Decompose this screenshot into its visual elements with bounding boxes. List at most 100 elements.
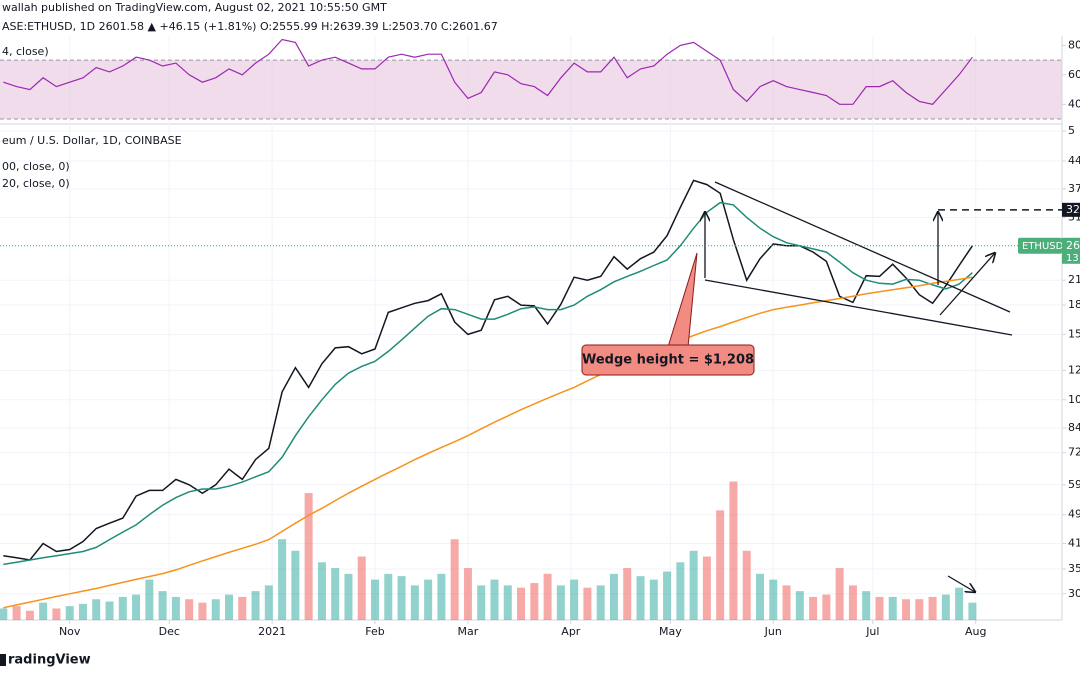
volume-bar [105, 601, 114, 620]
x-tick-label: Dec [159, 625, 180, 638]
volume-bar [25, 610, 34, 620]
target-tag [1062, 202, 1080, 217]
volume-bar [410, 585, 419, 620]
volume-bar [782, 585, 791, 620]
price-tag: 26 [1066, 239, 1080, 252]
volume-bar [915, 599, 924, 620]
volume-bar [185, 599, 194, 620]
volume-bar [317, 562, 326, 620]
volume-bar [729, 481, 738, 620]
x-tick-label: Nov [59, 625, 81, 638]
volume-arrow [947, 575, 975, 592]
volume-bar [198, 602, 207, 620]
x-tick-label: 2021 [258, 625, 286, 638]
volume-bar [955, 587, 964, 620]
y-tick-label: 21 [1068, 273, 1080, 286]
volume-bar [145, 579, 154, 620]
volume-bar [583, 587, 592, 620]
volume-bar [596, 585, 605, 620]
volume-bar [888, 596, 897, 620]
brand: radingView [8, 653, 91, 668]
y-tick-label: 60 [1068, 68, 1080, 81]
volume-bar [384, 573, 393, 620]
volume-bar [278, 539, 287, 620]
countdown: 13 [1066, 253, 1079, 264]
y-tick-label: 10 [1068, 393, 1080, 406]
logo [0, 654, 6, 666]
volume-bar [12, 606, 21, 620]
volume-bar [397, 576, 406, 620]
volume-bar [702, 556, 711, 620]
volume-bar [530, 583, 539, 620]
volume-bar [251, 591, 260, 620]
volume-bar [795, 591, 804, 620]
series-line [3, 179, 974, 561]
volume-bar [39, 602, 48, 620]
price-pane [3, 179, 974, 609]
volume-bar [848, 585, 857, 620]
volume-bar [211, 599, 220, 620]
volume-bar [118, 596, 127, 620]
wedge-upper [714, 181, 1011, 313]
volume-bar [623, 568, 632, 620]
x-tick-label: Aug [965, 625, 986, 638]
volume-bar [543, 573, 552, 620]
volume-bar [52, 608, 61, 620]
symbol-tag-bg [1018, 237, 1062, 254]
x-tick-label: Jun [764, 625, 782, 638]
volume-bar [862, 591, 871, 620]
volume-bar [437, 573, 446, 620]
y-tick-label: 49 [1068, 508, 1080, 521]
symbol-tag: ETHUSD [1022, 241, 1064, 252]
rsi-title: 4, close) [2, 45, 49, 58]
volume-bar [941, 594, 950, 620]
publisher: wallah published on TradingView.com, Aug… [2, 1, 387, 14]
volume-bar [65, 606, 74, 620]
y-tick-label: 37 [1068, 182, 1080, 195]
volume-bar [291, 550, 300, 620]
volume-bar [636, 576, 645, 620]
y-tick-label: 40 [1068, 97, 1080, 110]
price-tag-bg [1062, 237, 1080, 264]
symbol-line: ASE:ETHUSD, 1D 2601.58 ▲ +46.15 (+1.81%)… [2, 20, 498, 33]
volume-bar [769, 579, 778, 620]
volume-bar [171, 596, 180, 620]
breakout-arrow [939, 253, 995, 316]
y-tick-label: 15 [1068, 327, 1080, 340]
volume-bar [92, 599, 101, 620]
volume-bar [609, 573, 618, 620]
volume-bar [570, 579, 579, 620]
volume-bar [344, 573, 353, 620]
volume-bar [490, 579, 499, 620]
y-tick-label: 35 [1068, 562, 1080, 575]
volume-bar [676, 562, 685, 620]
volume-bar [968, 602, 977, 620]
indicator-label: 00, close, 0) [2, 160, 70, 173]
volume-bar [132, 594, 141, 620]
volume-bar [357, 556, 366, 620]
volume-bar [503, 585, 512, 620]
y-tick-label: 59 [1068, 478, 1080, 491]
volume-bar [649, 579, 658, 620]
volume-bar [902, 599, 911, 620]
volume-bar [689, 550, 698, 620]
series-line [3, 201, 973, 566]
x-tick-label: Feb [365, 625, 384, 638]
volume-bar [556, 585, 565, 620]
callout-box [581, 344, 755, 376]
volume-bar [822, 594, 831, 620]
y-tick-label: 44 [1068, 154, 1080, 167]
volume-bar [424, 579, 433, 620]
volume-bar [663, 571, 672, 620]
series-line [3, 38, 973, 105]
volume-bar [331, 568, 340, 620]
indicator-label: 20, close, 0) [2, 177, 70, 190]
volume-bar [755, 573, 764, 620]
volume-bar [809, 596, 818, 620]
pane-title: eum / U.S. Dollar, 1D, COINBASE [2, 134, 182, 147]
volume-bar [450, 539, 459, 620]
x-tick-label: May [659, 625, 682, 638]
volume-bar [716, 510, 725, 620]
